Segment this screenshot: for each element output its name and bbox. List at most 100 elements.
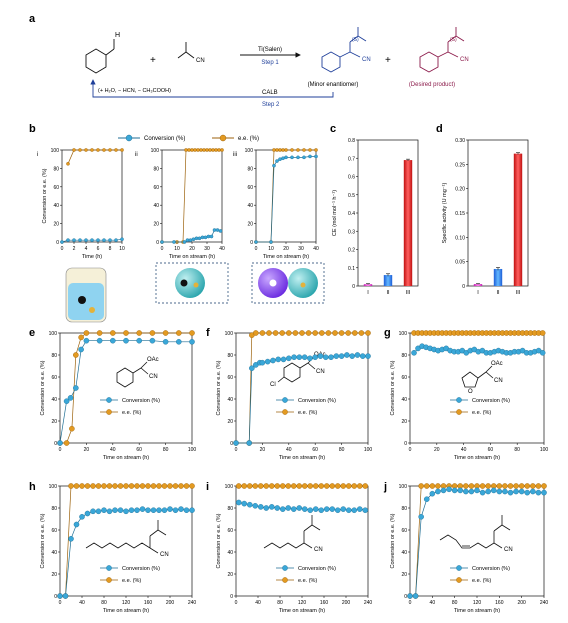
series-line-b-ii-ee — [162, 149, 222, 243]
data-point-f-ee — [338, 330, 345, 336]
data-point-b-ii-conversion — [197, 236, 202, 241]
legend-label-f-ee: e.e. (%) — [298, 410, 317, 416]
x-tick-label-h: 0 — [59, 600, 62, 606]
data-point-h-conversion — [57, 593, 63, 599]
data-point-b-i-conversion — [60, 240, 64, 244]
data-point-e-conversion — [136, 337, 142, 344]
y-tick-label-b-iii: 100 — [245, 148, 254, 154]
data-point-b-i-ee — [72, 148, 76, 152]
legend-marker-g-ee — [456, 409, 462, 415]
data-point-j-ee — [479, 483, 486, 489]
panel-letter-g: g — [384, 327, 391, 339]
data-point-f-conversion — [328, 354, 334, 361]
data-point-h-ee — [167, 483, 173, 489]
y-tick-label-g: 20 — [401, 419, 407, 425]
data-point-j-ee — [513, 483, 519, 489]
data-point-e-conversion — [175, 338, 182, 345]
data-point-j-conversion — [474, 487, 480, 494]
y-tick-label-b-iii: 40 — [247, 203, 253, 209]
chart-i: 0 20 40 60 80 100 Conversion or e.e. (%) 0 40 80 1… — [216, 483, 372, 614]
molecule-e-oac: OAc — [147, 357, 159, 363]
data-point-j-ee — [496, 483, 503, 489]
y-tick-label-i: 0 — [230, 594, 233, 600]
data-point-h-ee — [123, 483, 129, 489]
data-point-b-iii-conversion — [278, 157, 282, 161]
x-tick-label-h: 40 — [79, 600, 85, 606]
reaction-scheme: a H + CN Ti(Salen) Step 1 (S) — [29, 13, 469, 108]
legend-label-h-ee: e.e. (%) — [122, 578, 141, 584]
category-label-c-II: II — [386, 290, 390, 296]
data-point-f-ee — [292, 330, 299, 336]
data-point-h-conversion — [172, 507, 179, 514]
schematic-b-iii — [251, 262, 325, 304]
bar-d-III — [513, 153, 523, 286]
data-point-b-iii-conversion — [281, 156, 285, 161]
y-tick-label-g: 80 — [401, 353, 407, 359]
data-point-e-ee — [78, 334, 84, 341]
step2-arrow — [90, 79, 334, 98]
x-axis-label-g: Time on stream (h) — [454, 455, 500, 461]
data-point-h-conversion — [68, 536, 74, 542]
x-axis-label-i: Time on stream (h) — [279, 608, 325, 614]
x-axis-label-b-ii: Time on stream (h) — [169, 254, 215, 260]
data-point-j-conversion — [435, 488, 441, 495]
data-point-h-conversion — [128, 507, 135, 514]
data-point-j-ee — [524, 483, 531, 489]
data-point-b-iii-ee — [284, 148, 288, 152]
chart-h: 0 20 40 60 80 100 Conversion or e.e. (%) 0 40 80 1… — [40, 483, 196, 614]
data-point-j-conversion — [518, 488, 525, 495]
data-point-f-ee — [351, 330, 358, 336]
chart-b-iii: 0 20 40 60 80 100 0 10 20 30 40 Time on stream (h) — [245, 148, 319, 260]
data-point-i-conversion — [268, 504, 275, 510]
data-point-b-i-conversion — [108, 238, 112, 242]
data-point-e-conversion — [67, 395, 74, 401]
series-line-b-iii-conversion — [256, 156, 316, 243]
x-tick-label-h: 120 — [122, 600, 131, 606]
data-point-i-conversion — [274, 505, 281, 511]
legend-b-conv-marker — [125, 134, 133, 142]
data-point-i-conversion — [279, 506, 286, 512]
plot-frame-b-ii — [161, 149, 223, 243]
series-line-e-conversion — [59, 340, 192, 444]
data-point-i-conversion — [351, 507, 358, 514]
data-point-i-ee — [301, 483, 308, 489]
y-tick-label-g: 100 — [399, 331, 408, 337]
sub-label-iii: iii — [233, 152, 237, 158]
x-tick-label-i: 80 — [277, 600, 283, 606]
y-tick-label-f: 40 — [227, 397, 233, 403]
panel-letter-b: b — [29, 123, 36, 135]
x-tick-label-j: 0 — [409, 600, 412, 606]
data-point-e-ee — [189, 330, 195, 336]
legend-label-j-ee: e.e. (%) — [472, 578, 491, 584]
y-tick-label-b-i: 40 — [53, 203, 59, 209]
data-point-f-ee — [259, 330, 266, 336]
data-point-i-conversion — [323, 506, 330, 512]
legend-label-i-ee: e.e. (%) — [298, 578, 317, 584]
data-point-f-ee — [332, 330, 338, 336]
data-point-h-conversion — [123, 508, 129, 515]
data-point-i-ee — [340, 483, 347, 489]
y-tick-label-b-i: 20 — [53, 222, 59, 228]
data-point-e-conversion — [78, 346, 84, 353]
data-point-b-ii-conversion — [200, 235, 205, 240]
y-tick-label-b-i: 60 — [53, 185, 59, 191]
y-tick-label-b-iii: 0 — [250, 240, 253, 246]
desired-product-label: (Desired product) — [409, 82, 455, 88]
bar-d-II — [493, 268, 503, 286]
data-point-b-ii-conversion — [188, 238, 193, 242]
x-tick-label-h: 200 — [166, 600, 175, 606]
data-point-b-ii-ee — [184, 148, 188, 152]
y-tick-label-b-ii: 100 — [151, 148, 160, 154]
x-tick-label-e: 60 — [136, 447, 142, 453]
data-point-e-conversion — [149, 337, 156, 344]
data-point-b-iii-ee — [272, 148, 276, 152]
y-tick-label-j: 80 — [401, 506, 407, 512]
legend-marker-j-ee — [456, 577, 462, 583]
data-point-f-conversion — [365, 353, 371, 359]
data-point-f-conversion — [259, 359, 266, 366]
data-point-f-ee — [318, 330, 325, 336]
data-point-e-ee — [123, 330, 129, 336]
byproducts-label: (+ H₂O, − HCN, − CH₃COOH) — [98, 88, 171, 94]
data-point-j-ee — [435, 483, 441, 489]
